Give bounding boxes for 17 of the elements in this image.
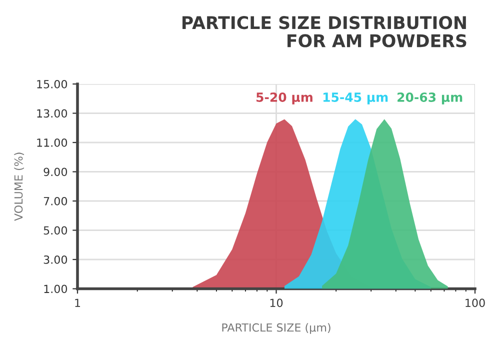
y-tick-label: 11.00 — [37, 138, 68, 147]
series-label: 20-63 µm — [398, 92, 462, 104]
chart-title: PARTICLE SIZE DISTRIBUTION FOR AM POWDERS — [182, 16, 466, 48]
y-tick-label: 1.00 — [44, 284, 68, 294]
y-tick-label: 13.00 — [37, 109, 68, 118]
series-label: 15-45 µm — [323, 92, 388, 104]
x-tick-label: 100 — [466, 298, 485, 308]
y-tick-label: 9.00 — [44, 168, 68, 176]
x-tick-label: 1 — [75, 298, 80, 307]
y-tick-label: 5.00 — [44, 226, 68, 235]
y-tick-label: 3.00 — [44, 255, 68, 264]
x-tick-label: 10 — [270, 298, 283, 308]
y-tick-label: 15.00 — [37, 80, 68, 88]
x-axis-title: PARTICLE SIZE (µm) — [222, 323, 330, 334]
series-label: 5-20 µm — [256, 92, 312, 104]
y-tick-label: 7.00 — [44, 196, 68, 206]
y-axis-title: VOLUME (%) — [14, 152, 24, 221]
